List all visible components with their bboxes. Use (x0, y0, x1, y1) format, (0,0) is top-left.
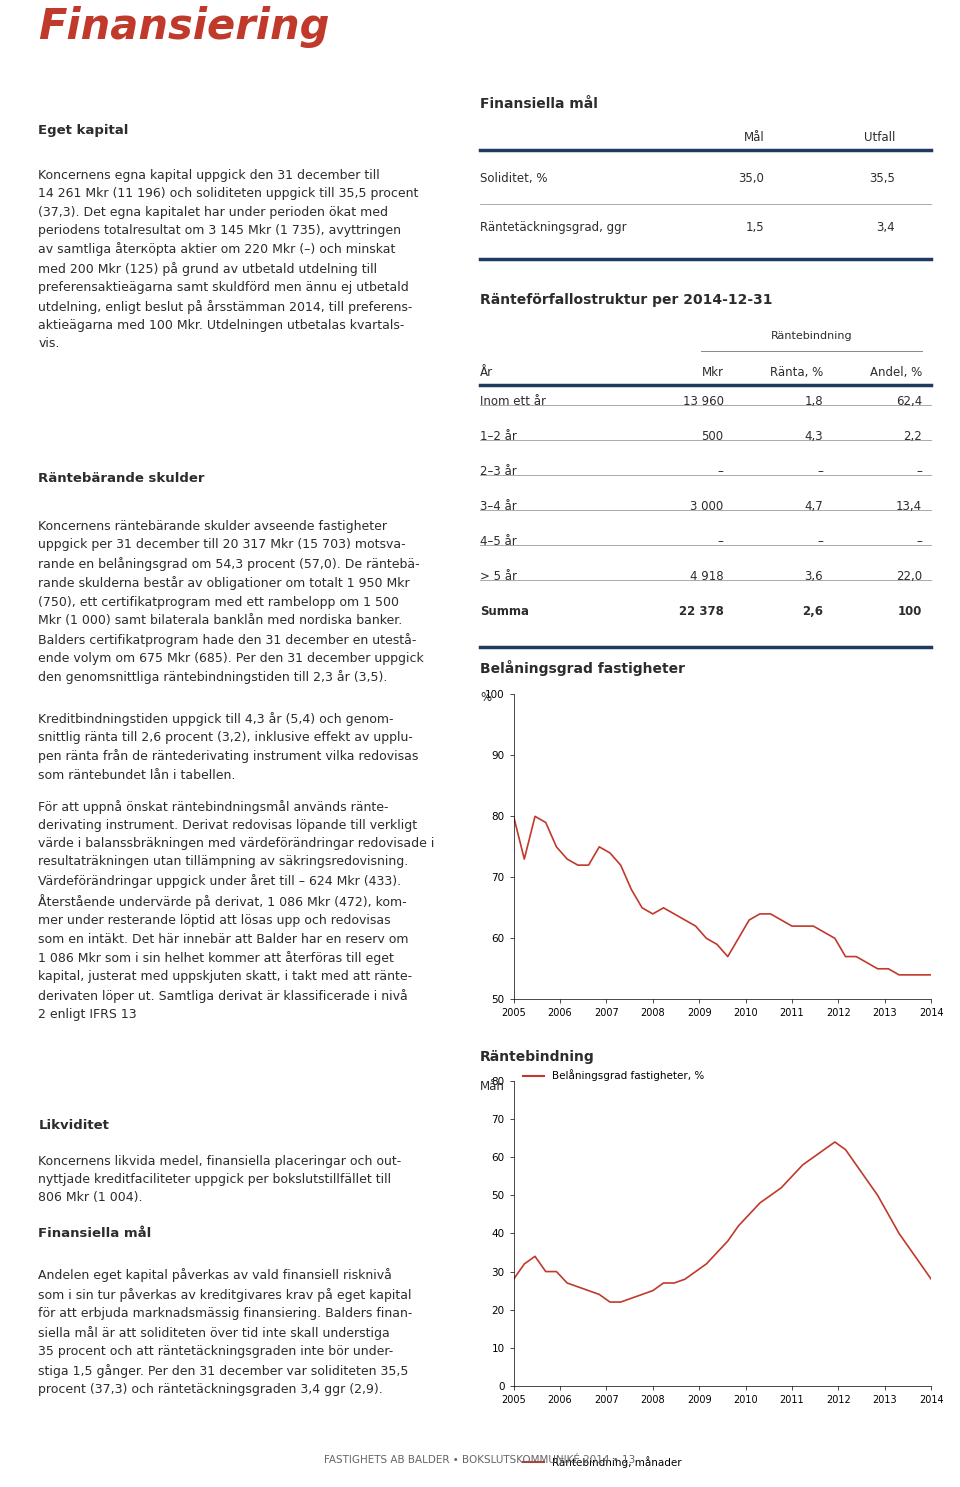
Text: Summa: Summa (480, 605, 529, 617)
Text: Koncernens likvida medel, finansiella placeringar och out-
nyttjade kreditfacili: Koncernens likvida medel, finansiella pl… (38, 1155, 401, 1204)
Text: 3–4 år: 3–4 år (480, 500, 516, 513)
Text: 22 378: 22 378 (679, 605, 724, 617)
Text: 13,4: 13,4 (896, 500, 923, 513)
Text: Finansiella mål: Finansiella mål (38, 1227, 152, 1240)
Text: –: – (817, 465, 823, 477)
Text: 1–2 år: 1–2 år (480, 430, 516, 443)
Text: –: – (916, 465, 923, 477)
Text: –: – (916, 535, 923, 547)
Text: Ränta, %: Ränta, % (770, 366, 823, 379)
Text: Mån: Mån (480, 1081, 505, 1093)
Text: Belåningsgrad fastigheter: Belåningsgrad fastigheter (480, 660, 685, 675)
Legend: Belåningsgrad fastigheter, %: Belåningsgrad fastigheter, % (518, 1065, 708, 1086)
Text: 4–5 år: 4–5 år (480, 535, 516, 547)
Text: 4,3: 4,3 (804, 430, 823, 443)
Text: –: – (718, 465, 724, 477)
Legend: Räntebindning, månader: Räntebindning, månader (518, 1451, 686, 1472)
Text: Andelen eget kapital påverkas av vald finansiell risknivå
som i sin tur påverkas: Andelen eget kapital påverkas av vald fi… (38, 1268, 413, 1396)
Text: FASTIGHETS AB BALDER • BOKSLUTSKOMMUNIKÉ 2014 • 13: FASTIGHETS AB BALDER • BOKSLUTSKOMMUNIKÉ… (324, 1456, 636, 1465)
Text: 2,6: 2,6 (802, 605, 823, 617)
Text: 2–3 år: 2–3 år (480, 465, 516, 477)
Text: Andel, %: Andel, % (870, 366, 923, 379)
Text: 2,2: 2,2 (903, 430, 923, 443)
Text: Finansiella mål: Finansiella mål (480, 97, 598, 110)
Text: 62,4: 62,4 (896, 396, 923, 407)
Text: 1,8: 1,8 (804, 396, 823, 407)
Text: Mål: Mål (743, 131, 764, 144)
Text: –: – (718, 535, 724, 547)
Text: Utfall: Utfall (864, 131, 895, 144)
Text: Räntetäckningsgrad, ggr: Räntetäckningsgrad, ggr (480, 222, 627, 235)
Text: 3 000: 3 000 (690, 500, 724, 513)
Text: 35,5: 35,5 (869, 172, 895, 184)
Text: För att uppnå önskat räntebindningsmål används ränte-
derivating instrument. Der: För att uppnå önskat räntebindningsmål a… (38, 800, 435, 1022)
Text: %: % (480, 691, 492, 703)
Text: Kreditbindningstiden uppgick till 4,3 år (5,4) och genom-
snittlig ränta till 2,: Kreditbindningstiden uppgick till 4,3 år… (38, 712, 419, 782)
Text: > 5 år: > 5 år (480, 570, 517, 583)
Text: Räntebindning: Räntebindning (480, 1050, 595, 1065)
Text: Inom ett år: Inom ett år (480, 396, 546, 407)
Text: 35,0: 35,0 (738, 172, 764, 184)
Text: Räntebärande skulder: Räntebärande skulder (38, 471, 204, 485)
Text: Soliditet, %: Soliditet, % (480, 172, 547, 184)
Text: Likviditet: Likviditet (38, 1120, 109, 1132)
Text: Ränteförfallostruktur per 2014-12-31: Ränteförfallostruktur per 2014-12-31 (480, 293, 773, 306)
Text: –: – (817, 535, 823, 547)
Text: 1,5: 1,5 (746, 222, 764, 235)
Text: 4 918: 4 918 (690, 570, 724, 583)
Text: 500: 500 (702, 430, 724, 443)
Text: 3,4: 3,4 (876, 222, 895, 235)
Text: År: År (480, 366, 493, 379)
Text: Mkr: Mkr (702, 366, 724, 379)
Text: 4,7: 4,7 (804, 500, 823, 513)
Text: Koncernens räntebärande skulder avseende fastigheter
uppgick per 31 december til: Koncernens räntebärande skulder avseende… (38, 520, 424, 684)
Text: 13 960: 13 960 (683, 396, 724, 407)
Text: Räntebindning: Räntebindning (771, 332, 852, 341)
Text: Eget kapital: Eget kapital (38, 123, 129, 137)
Text: 22,0: 22,0 (896, 570, 923, 583)
Text: Finansiering: Finansiering (38, 6, 330, 49)
Text: 3,6: 3,6 (804, 570, 823, 583)
Text: 100: 100 (898, 605, 923, 617)
Text: Koncernens egna kapital uppgick den 31 december till
14 261 Mkr (11 196) och sol: Koncernens egna kapital uppgick den 31 d… (38, 170, 419, 351)
